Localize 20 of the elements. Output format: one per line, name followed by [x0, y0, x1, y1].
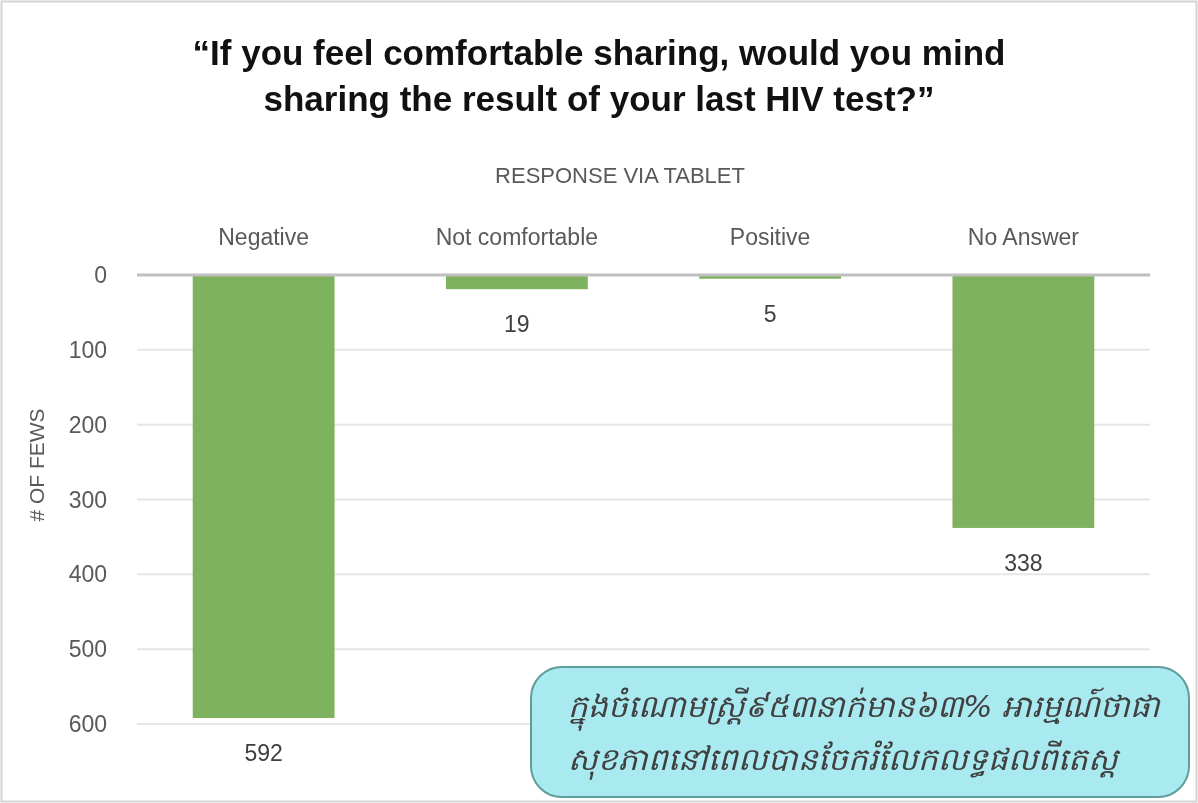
x-tick-label: Negative: [218, 224, 310, 250]
y-axis-title: # OF FEWS: [24, 408, 48, 522]
callout-box: ក្នុងចំណោមស្ត្រី៩៥៣នាក់មាន៦៣% អារម្មណ៍ថាផាសុខភាពនៅពេលបានចែករំលែកលទ្ធផលពីតេស្ត: [530, 666, 1190, 798]
data-label: 5: [763, 300, 777, 327]
chart-subtitle: RESPONSE VIA TABLET: [495, 162, 745, 188]
data-label: 19: [504, 311, 530, 338]
y-tick-label: 500: [68, 636, 107, 663]
chart-title: “If you feel comfortable sharing, would you mind sharing the result of your last HIV test?”: [191, 32, 1007, 120]
y-tick-label: 400: [68, 561, 107, 588]
y-tick-label: 200: [68, 411, 107, 438]
x-tick-label: Not comfortable: [435, 224, 599, 250]
y-tick-label: 600: [68, 711, 107, 737]
x-tick-label: No Answer: [967, 224, 1080, 250]
data-label: 592: [244, 740, 283, 767]
data-label: 338: [1004, 549, 1043, 576]
x-tick-label: Positive: [729, 224, 811, 250]
annotation: ក្នុងចំណោមស្ត្រី៩៥៣នាក់មាន៦៣% អារម្មណ៍ថាផាសុខភាពនៅពេលបានចែករំលែកលទ្ធផលពីតេស្ត: [568, 686, 1162, 782]
y-tick-label: 300: [68, 486, 107, 513]
y-tick-label: 100: [68, 336, 107, 363]
y-tick-label: 0: [94, 262, 107, 288]
